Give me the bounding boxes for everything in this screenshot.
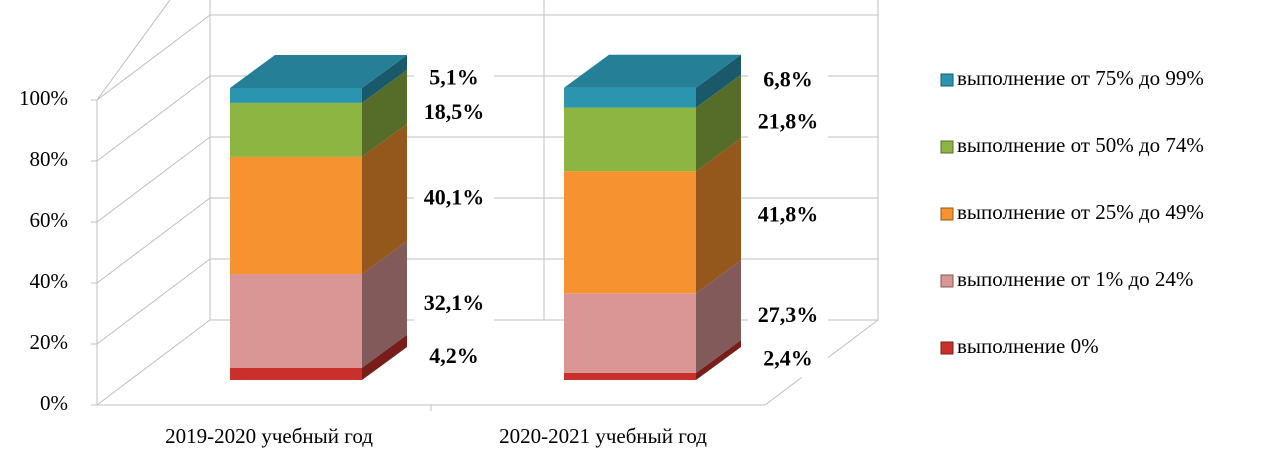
bar-side xyxy=(362,69,407,157)
bar xyxy=(230,88,362,103)
y-tick-label: 0% xyxy=(40,391,68,415)
bar-side xyxy=(696,260,741,373)
label-box xyxy=(414,96,494,131)
bar xyxy=(564,171,696,294)
grid-line xyxy=(96,197,211,284)
data-label: 41,8% xyxy=(758,201,819,226)
bar-side xyxy=(362,55,407,103)
label-box xyxy=(748,199,828,234)
data-label: 32,1% xyxy=(424,290,485,315)
data-label: 18,5% xyxy=(424,99,485,124)
data-label: 40,1% xyxy=(424,185,485,210)
legend-label: выполнение от 75% до 99% xyxy=(957,66,1204,90)
y-tick-label: 40% xyxy=(30,269,69,293)
bar xyxy=(230,274,362,368)
bar xyxy=(564,87,696,108)
legend-label: выполнение от 50% до 74% xyxy=(957,133,1204,157)
x-tick-label: 2020-2021 учебный год xyxy=(499,424,707,448)
label-box xyxy=(748,300,828,335)
bar-side xyxy=(362,123,407,275)
label-box xyxy=(414,182,494,217)
legend-swatch xyxy=(940,341,954,355)
legend-label: выполнение 0% xyxy=(957,334,1099,358)
data-label: 27,3% xyxy=(758,302,819,327)
bar xyxy=(564,107,696,172)
data-label: 21,8% xyxy=(758,108,819,133)
y-tick-label: 80% xyxy=(30,147,69,171)
y-tick-label: 20% xyxy=(30,330,69,354)
bar xyxy=(564,372,696,380)
label-box xyxy=(414,287,494,322)
legend-label: выполнение от 1% до 24% xyxy=(957,267,1193,291)
bar-side xyxy=(696,54,741,108)
legend-swatch xyxy=(940,274,954,288)
data-label: 5,1% xyxy=(429,64,479,89)
data-label: 4,2% xyxy=(429,343,479,368)
label-box xyxy=(748,106,828,141)
grid-line xyxy=(96,136,211,223)
bar-side xyxy=(696,138,741,294)
bar-side xyxy=(696,339,741,380)
grid-line xyxy=(96,319,211,406)
bar xyxy=(230,156,362,275)
label-box xyxy=(748,64,828,99)
y-tick-label: 100% xyxy=(19,86,68,110)
data-label: 6,8% xyxy=(763,67,813,92)
wall-edge xyxy=(96,0,171,101)
bar-side xyxy=(362,334,407,380)
legend-swatch xyxy=(940,207,954,221)
bar-side xyxy=(696,74,741,172)
bar-side xyxy=(362,241,407,368)
legend-label: выполнение от 25% до 49% xyxy=(957,200,1204,224)
legend-swatch xyxy=(940,140,954,154)
label-box xyxy=(748,343,828,378)
label-box xyxy=(414,62,494,97)
label-box xyxy=(414,340,494,375)
grid-line xyxy=(96,75,211,162)
bar xyxy=(230,367,362,380)
data-label: 2,4% xyxy=(763,346,813,371)
bar-top xyxy=(230,55,407,88)
bar xyxy=(230,102,362,157)
bar-top xyxy=(564,54,741,88)
grid-line xyxy=(96,258,211,345)
grid-line xyxy=(96,14,211,101)
legend-swatch xyxy=(940,73,954,87)
x-tick-label: 2019-2020 учебный год xyxy=(165,424,373,448)
bar xyxy=(564,293,696,373)
y-tick-label: 60% xyxy=(30,208,69,232)
